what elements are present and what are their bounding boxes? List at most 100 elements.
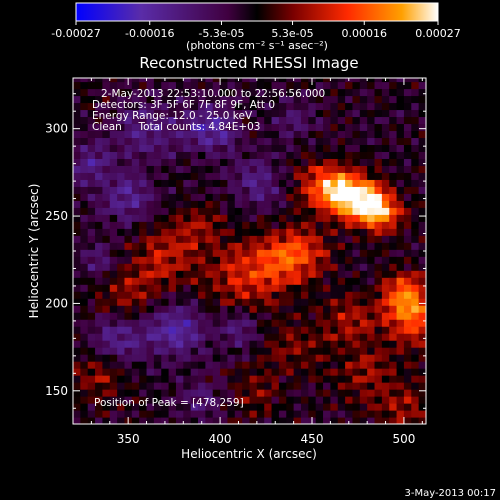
heatmap-cell [242,130,251,139]
heatmap-cell [418,312,426,320]
heatmap-cell [308,137,317,145]
heatmap-cell [345,319,354,327]
heatmap-cell [153,410,162,418]
heatmap-cell [264,144,273,152]
heatmap-cell [330,277,339,285]
heatmap-cell [300,81,309,90]
heatmap-cell [418,347,426,355]
heatmap-cell [396,347,405,355]
heatmap-cell [418,144,426,152]
heatmap-cell [161,144,170,152]
heatmap-cell [242,214,251,222]
heatmap-cell [300,214,309,222]
heatmap-cell [359,242,368,250]
heatmap-cell [227,88,236,97]
heatmap-cell [198,354,206,362]
heatmap-cell [381,256,390,264]
heatmap-cell [389,347,398,355]
heatmap-cell [249,291,258,299]
heatmap-cell [124,81,133,90]
heatmap-cell [117,102,126,111]
heatmap-cell [139,179,148,187]
heatmap-cell [95,333,104,341]
heatmap-cell [323,403,331,411]
heatmap-cell [300,417,309,424]
heatmap-cell [345,361,354,369]
heatmap-cell [264,158,273,166]
heatmap-cell [389,193,398,201]
heatmap-cell [300,284,309,292]
heatmap-cell [153,270,162,278]
heatmap-cell [242,417,251,424]
heatmap-cell [352,354,361,362]
heatmap-cell [73,123,81,132]
heatmap-cell [337,396,346,404]
heatmap-cell [131,389,140,397]
heatmap-cell [352,403,361,411]
heatmap-cell [256,291,265,299]
heatmap-cell [411,116,420,125]
heatmap-cell [359,326,368,334]
heatmap-cell [124,389,133,397]
heatmap-cell [278,298,287,306]
heatmap-cell [117,186,126,194]
heatmap-cell [190,256,199,264]
heatmap-cell [102,88,111,97]
heatmap-cell [234,88,243,97]
heatmap-cell [168,396,177,404]
heatmap-cell [131,81,140,90]
heatmap-cell [124,228,133,236]
heatmap-cell [220,165,229,173]
heatmap-cell [330,193,339,201]
heatmap-cell [80,130,89,139]
heatmap-cell [308,396,317,404]
heatmap-cell [168,78,177,83]
heatmap-cell [308,242,317,250]
heatmap-cell [367,263,376,271]
heatmap-cell [198,340,206,348]
heatmap-cell [205,123,214,132]
heatmap-cell [190,396,199,404]
heatmap-cell [249,354,258,362]
heatmap-cell [131,165,140,173]
heatmap-cell [337,179,346,187]
heatmap-cell [87,144,96,152]
heatmap-cell [403,396,412,404]
heatmap-cell [175,277,184,285]
heatmap-cell [109,242,118,250]
heatmap-cell [139,95,148,104]
heatmap-cell [95,81,104,90]
heatmap-cell [389,249,398,257]
heatmap-cell [256,158,265,166]
heatmap-cell [220,396,229,404]
heatmap-cell [146,144,155,152]
heatmap-cell [278,235,287,243]
heatmap-cell [374,109,383,118]
heatmap-cell [418,235,426,243]
heatmap-cell [359,144,368,152]
heatmap-cell [308,291,317,299]
heatmap-cell [131,200,140,208]
heatmap-cell [352,78,361,83]
heatmap-cell [278,403,287,411]
heatmap-cell [337,242,346,250]
heatmap-cell [73,361,81,369]
heatmap-cell [381,298,390,306]
heatmap-cell [403,151,412,159]
heatmap-cell [308,95,317,104]
heatmap-cell [212,389,221,397]
heatmap-cell [124,354,133,362]
heatmap-cell [242,347,251,355]
heatmap-cell [168,221,177,229]
heatmap-cell [146,123,155,132]
heatmap-cell [352,179,361,187]
heatmap-cell [117,221,126,229]
heatmap-cell [411,333,420,341]
heatmap-cell [153,291,162,299]
heatmap-cell [352,158,361,166]
heatmap-cell [146,396,155,404]
heatmap-cell [293,249,302,257]
heatmap-cell [411,123,420,132]
heatmap-cell [337,277,346,285]
heatmap-cell [117,151,126,159]
